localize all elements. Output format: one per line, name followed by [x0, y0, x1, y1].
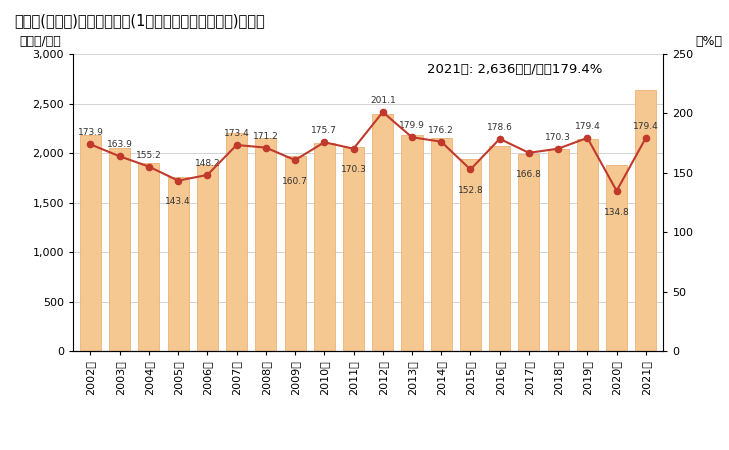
Text: 朝倉市(福岡県)の労働生産性(1人当たり粗付加価値額)の推移: 朝倉市(福岡県)の労働生産性(1人当たり粗付加価値額)の推移: [15, 14, 265, 28]
Text: 175.7: 175.7: [311, 126, 338, 135]
Text: 155.2: 155.2: [136, 151, 162, 160]
Bar: [284, 156, 305, 351]
Text: 166.8: 166.8: [516, 170, 542, 179]
Text: ［万円/人］: ［万円/人］: [20, 35, 61, 48]
Bar: [431, 138, 452, 351]
Bar: [373, 114, 393, 351]
Text: 178.6: 178.6: [487, 123, 512, 132]
Bar: [402, 135, 423, 351]
Bar: [636, 90, 656, 351]
Text: 134.8: 134.8: [604, 207, 630, 216]
Text: 148.2: 148.2: [195, 159, 220, 168]
Text: ［%］: ［%］: [695, 35, 722, 48]
Text: 170.3: 170.3: [340, 165, 367, 174]
Text: 171.2: 171.2: [253, 132, 278, 141]
Bar: [547, 149, 569, 351]
Text: 170.3: 170.3: [545, 133, 571, 142]
Bar: [577, 140, 598, 351]
Text: 179.4: 179.4: [574, 122, 600, 131]
Bar: [168, 177, 189, 351]
Text: 173.9: 173.9: [77, 128, 104, 137]
Text: 201.1: 201.1: [370, 96, 396, 105]
Text: 143.4: 143.4: [165, 197, 191, 206]
Bar: [313, 143, 335, 351]
Text: 2021年: 2,636万円/人，179.4%: 2021年: 2,636万円/人，179.4%: [427, 63, 603, 76]
Text: 152.8: 152.8: [458, 186, 483, 195]
Text: 179.4: 179.4: [633, 122, 659, 131]
Bar: [343, 147, 364, 351]
Bar: [197, 165, 218, 351]
Bar: [255, 138, 276, 351]
Bar: [139, 163, 160, 351]
Text: 160.7: 160.7: [282, 177, 308, 186]
Bar: [606, 165, 627, 351]
Bar: [460, 159, 481, 351]
Text: 176.2: 176.2: [429, 126, 454, 135]
Bar: [80, 135, 101, 351]
Text: 173.4: 173.4: [224, 129, 249, 138]
Bar: [226, 133, 247, 351]
Bar: [518, 154, 539, 351]
Bar: [489, 146, 510, 351]
Bar: [109, 148, 130, 351]
Text: 163.9: 163.9: [106, 140, 133, 149]
Text: 179.9: 179.9: [399, 122, 425, 130]
